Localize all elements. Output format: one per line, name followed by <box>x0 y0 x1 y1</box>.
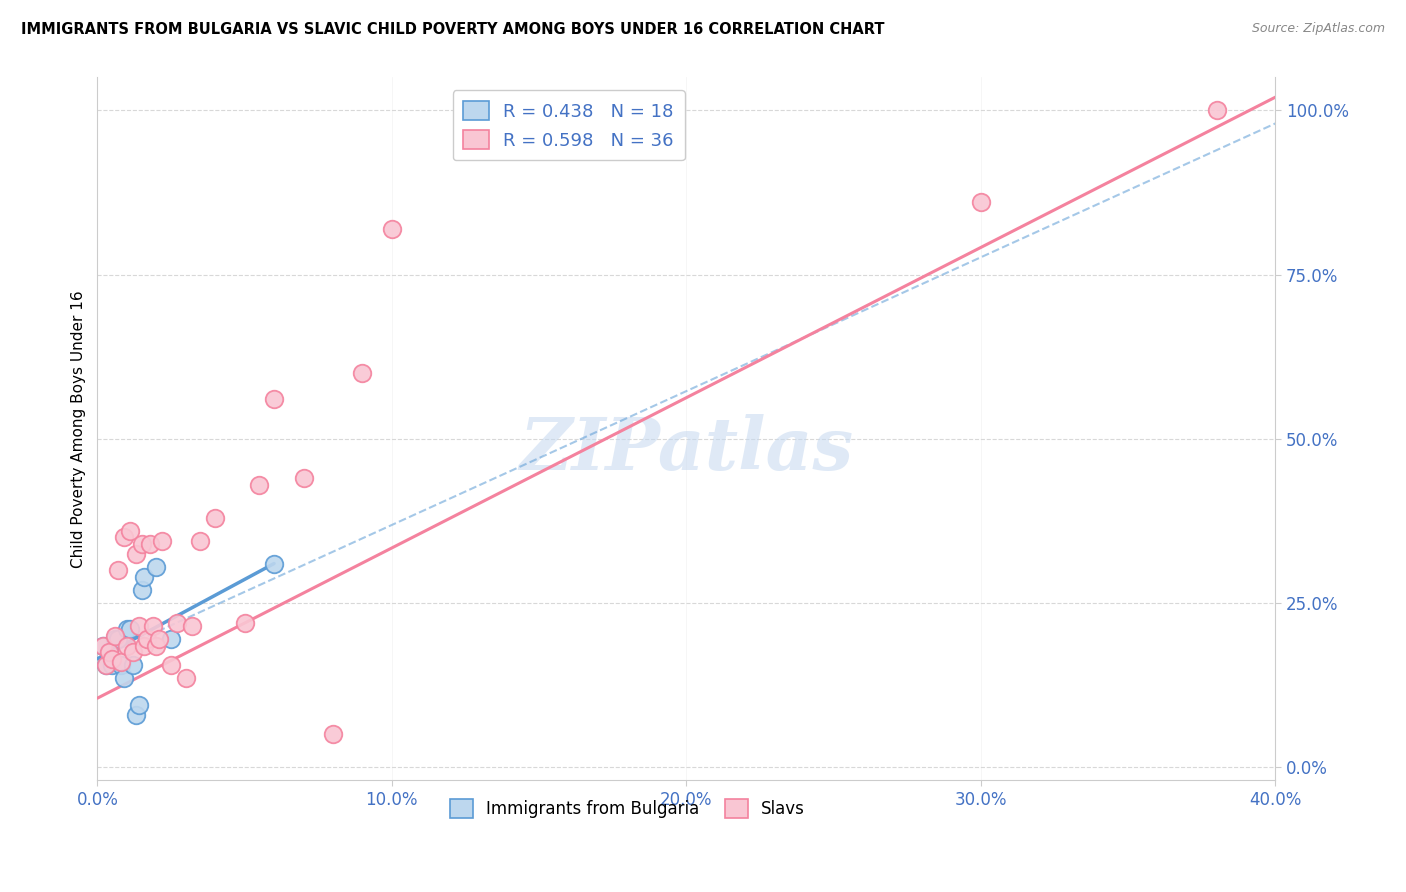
Point <box>112 530 135 544</box>
Point <box>145 559 167 574</box>
Point <box>150 533 173 548</box>
Point <box>292 471 315 485</box>
Point <box>115 639 138 653</box>
Point <box>110 655 132 669</box>
Point <box>124 707 146 722</box>
Point <box>139 537 162 551</box>
Point <box>104 629 127 643</box>
Point <box>142 619 165 633</box>
Point <box>101 652 124 666</box>
Point <box>96 658 118 673</box>
Point <box>263 557 285 571</box>
Point <box>124 547 146 561</box>
Point <box>112 672 135 686</box>
Point <box>160 658 183 673</box>
Point <box>118 524 141 538</box>
Point <box>136 632 159 646</box>
Point <box>145 639 167 653</box>
Y-axis label: Child Poverty Among Boys Under 16: Child Poverty Among Boys Under 16 <box>72 290 86 567</box>
Point <box>1205 103 1227 118</box>
Point <box>101 658 124 673</box>
Point <box>91 639 114 653</box>
Point <box>131 582 153 597</box>
Point <box>91 639 114 653</box>
Point <box>107 563 129 577</box>
Point <box>148 632 170 646</box>
Point <box>98 645 121 659</box>
Point <box>204 510 226 524</box>
Point <box>107 632 129 646</box>
Point <box>131 537 153 551</box>
Point <box>118 622 141 636</box>
Point <box>134 639 156 653</box>
Point <box>98 645 121 659</box>
Point <box>166 615 188 630</box>
Point <box>104 632 127 646</box>
Legend: Immigrants from Bulgaria, Slavs: Immigrants from Bulgaria, Slavs <box>443 793 811 825</box>
Point <box>128 698 150 712</box>
Text: IMMIGRANTS FROM BULGARIA VS SLAVIC CHILD POVERTY AMONG BOYS UNDER 16 CORRELATION: IMMIGRANTS FROM BULGARIA VS SLAVIC CHILD… <box>21 22 884 37</box>
Point <box>96 658 118 673</box>
Point <box>121 658 143 673</box>
Point <box>110 658 132 673</box>
Point <box>190 533 212 548</box>
Text: ZIPatlas: ZIPatlas <box>519 415 853 485</box>
Point <box>160 632 183 646</box>
Point <box>128 619 150 633</box>
Point <box>233 615 256 630</box>
Point <box>134 569 156 583</box>
Point <box>180 619 202 633</box>
Text: Source: ZipAtlas.com: Source: ZipAtlas.com <box>1251 22 1385 36</box>
Point <box>115 622 138 636</box>
Point <box>121 645 143 659</box>
Point <box>174 672 197 686</box>
Point <box>352 366 374 380</box>
Point <box>381 221 404 235</box>
Point <box>263 392 285 407</box>
Point <box>322 727 344 741</box>
Point <box>970 195 993 210</box>
Point <box>247 477 270 491</box>
